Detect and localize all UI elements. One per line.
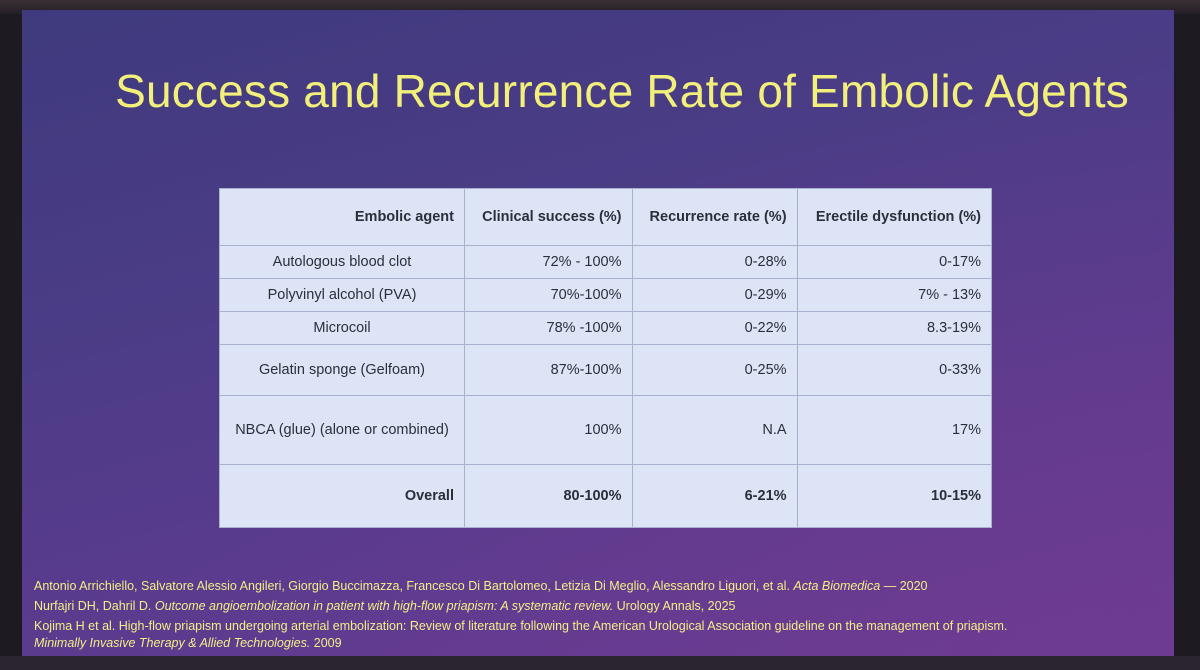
header-recurrence-rate: Recurrence rate (%) (631, 188, 798, 246)
erectile-dysfunction-value: 0-17% (796, 245, 993, 279)
table-row: NBCA (glue) (alone or combined) 100% N.A… (219, 395, 993, 465)
erectile-dysfunction-value: 0-33% (796, 344, 993, 396)
overall-recurrence-rate: 6-21% (631, 464, 798, 528)
reference-1-year: — 2020 (880, 579, 928, 593)
table-row: Polyvinyl alcohol (PVA) 70%-100% 0-29% 7… (219, 278, 993, 312)
slide-title: Success and Recurrence Rate of Embolic A… (115, 65, 1129, 117)
presentation-slide: Success and Recurrence Rate of Embolic A… (22, 10, 1174, 656)
recurrence-rate-value: N.A (631, 395, 798, 465)
recurrence-rate-value: 0-25% (631, 344, 798, 396)
agent-name: NBCA (glue) (alone or combined) (219, 395, 465, 465)
clinical-success-value: 78% -100% (463, 311, 633, 345)
agent-name: Microcoil (219, 311, 465, 345)
recurrence-rate-value: 0-28% (631, 245, 798, 279)
reference-3: Kojima H et al. High-flow priapism under… (34, 618, 1164, 652)
agent-name: Polyvinyl alcohol (PVA) (219, 278, 465, 312)
table-row: Autologous blood clot 72% - 100% 0-28% 0… (219, 245, 993, 279)
clinical-success-value: 87%-100% (463, 344, 633, 396)
reference-3-year: 2009 (310, 636, 342, 650)
clinical-success-value: 100% (463, 395, 633, 465)
reference-1: Antonio Arrichiello, Salvatore Alessio A… (34, 578, 1164, 595)
table-row: Microcoil 78% -100% 0-22% 8.3-19% (219, 311, 993, 345)
header-embolic-agent: Embolic agent (219, 188, 465, 246)
clinical-success-value: 72% - 100% (463, 245, 633, 279)
clinical-success-value: 70%-100% (463, 278, 633, 312)
overall-row: Overall 80-100% 6-21% 10-15% (219, 464, 993, 528)
reference-2: Nurfajri DH, Dahril D. Outcome angioembo… (34, 598, 1164, 615)
agent-name: Autologous blood clot (219, 245, 465, 279)
table-header-row: Embolic agent Clinical success (%) Recur… (219, 188, 993, 246)
agent-name: Gelatin sponge (Gelfoam) (219, 344, 465, 396)
erectile-dysfunction-value: 8.3-19% (796, 311, 993, 345)
references: Antonio Arrichiello, Salvatore Alessio A… (34, 578, 1164, 655)
reference-2-title: Outcome angioembolization in patient wit… (154, 599, 614, 613)
reference-1-authors: Antonio Arrichiello, Salvatore Alessio A… (34, 579, 794, 593)
reference-2-source: Urology Annals, 2025 (613, 599, 736, 613)
recurrence-rate-value: 0-22% (631, 311, 798, 345)
header-clinical-success: Clinical success (%) (463, 188, 633, 246)
table-row: Gelatin sponge (Gelfoam) 87%-100% 0-25% … (219, 344, 993, 396)
embolic-agents-table: Embolic agent Clinical success (%) Recur… (219, 188, 993, 528)
overall-clinical-success: 80-100% (463, 464, 633, 528)
reference-3-text: Kojima H et al. High-flow priapism under… (34, 619, 1008, 633)
room-background-bottom (0, 656, 1200, 670)
header-erectile-dysfunction: Erectile dysfunction (%) (796, 188, 993, 246)
reference-3-journal: Minimally Invasive Therapy & Allied Tech… (34, 636, 311, 650)
reference-2-authors: Nurfajri DH, Dahril D. (34, 599, 155, 613)
erectile-dysfunction-value: 7% - 13% (796, 278, 993, 312)
reference-1-journal: Acta Biomedica (793, 579, 881, 593)
overall-label: Overall (219, 464, 465, 528)
overall-erectile-dysfunction: 10-15% (796, 464, 993, 528)
recurrence-rate-value: 0-29% (631, 278, 798, 312)
erectile-dysfunction-value: 17% (796, 395, 993, 465)
